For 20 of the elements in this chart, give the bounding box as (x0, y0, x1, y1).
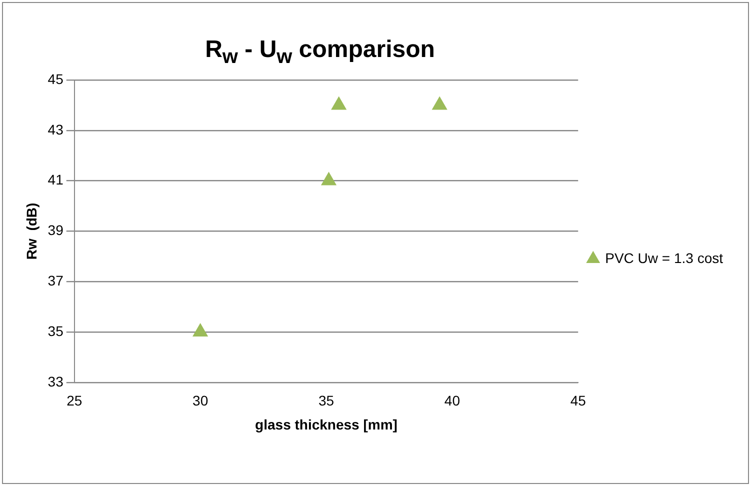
y-axis-title: Rw (dB) (23, 202, 40, 260)
y-tick-label: 43 (48, 121, 64, 138)
x-tick-label: 30 (192, 392, 208, 409)
x-axis-title: glass thickness [mm] (255, 416, 398, 432)
y-tick-label: 33 (48, 373, 64, 390)
legend-label: PVC Uw = 1.3 cost (605, 250, 724, 266)
x-tick-label: 40 (444, 392, 460, 409)
x-tick-label: 45 (570, 392, 586, 409)
chart-title: R$_{w}$ - U$_{w}$ comparison (204, 36, 436, 69)
x-tick-label: 35 (318, 392, 334, 409)
y-tick-label: 35 (48, 322, 64, 339)
x-tick-label: 25 (66, 392, 82, 409)
point (432, 96, 448, 110)
y-tick-label: 39 (48, 222, 64, 238)
point (321, 172, 336, 186)
point (331, 96, 346, 110)
y-tick-label: 45 (48, 70, 64, 87)
point (192, 324, 208, 336)
y-tick-label: 41 (48, 172, 64, 188)
y-tick-label: 37 (48, 272, 64, 288)
